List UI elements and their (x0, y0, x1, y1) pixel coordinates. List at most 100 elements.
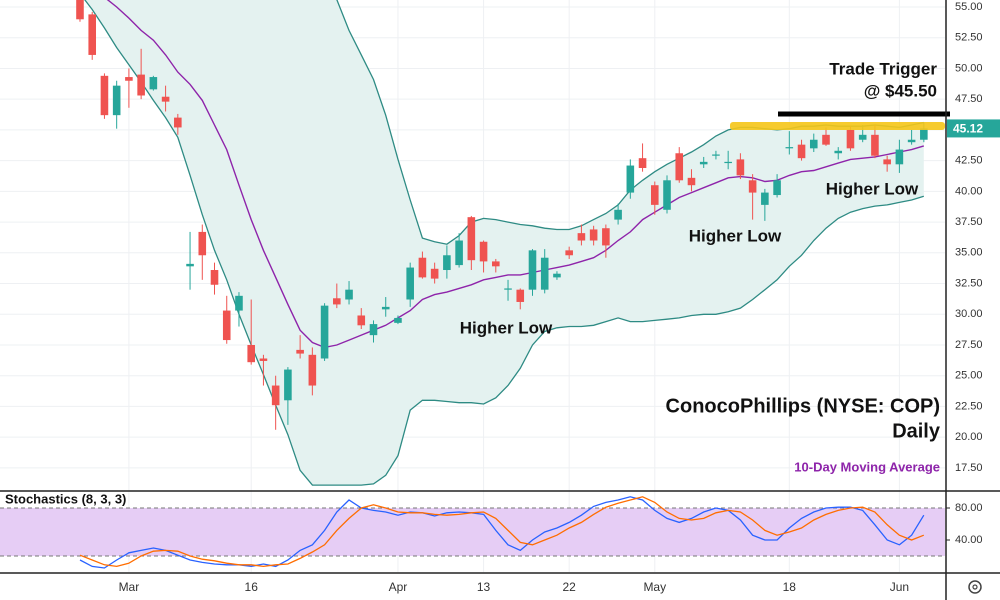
candle-body (809, 139, 818, 149)
candle-body (112, 85, 121, 116)
candle-body (430, 268, 439, 279)
candle-body (284, 369, 292, 401)
candle-body (271, 385, 280, 406)
x-tick-label: Mar (119, 580, 140, 594)
last-price-label: 45.12 (953, 122, 983, 136)
candle-body (895, 149, 904, 165)
y-tick-label: 50.00 (955, 62, 983, 74)
x-tick-label: 22 (562, 580, 576, 594)
chart-title: ConocoPhillips (NYSE: COP) (666, 395, 940, 417)
band-lower (84, 0, 924, 486)
candle-body (553, 273, 561, 278)
y-tick-label: 40.00 (955, 185, 983, 197)
settings-icon[interactable] (968, 580, 982, 594)
candle-body (797, 144, 806, 159)
candle-body (907, 139, 916, 143)
candle-body (577, 233, 586, 241)
candle-body (186, 263, 194, 267)
stochastics-panel (0, 496, 945, 569)
candle-body (920, 128, 928, 140)
candle-body (883, 159, 891, 165)
candle-body (259, 358, 268, 361)
chart-subtitle: Daily (892, 420, 941, 442)
candle-body (418, 257, 427, 278)
annotation: Higher Low (460, 318, 553, 337)
candle-body (76, 0, 84, 20)
y-tick-label: 37.50 (955, 216, 983, 228)
stoch-line (79, 496, 925, 568)
y-tick-label: 42.50 (955, 155, 983, 167)
y-tick-label: 17.50 (955, 462, 983, 474)
candle-body (235, 295, 243, 311)
band-area (84, 0, 924, 486)
candle-body (455, 240, 463, 266)
candle-body (443, 255, 451, 271)
candle-body (516, 289, 525, 302)
candle-body (357, 315, 366, 326)
candle-body (785, 147, 794, 149)
y-tick-label: 40.00 (955, 534, 983, 546)
x-tick-label: 18 (783, 580, 797, 594)
y-tick-label: 35.00 (955, 247, 983, 259)
candle-body (333, 298, 341, 305)
candle-body (687, 177, 696, 186)
candle-body (773, 180, 781, 196)
candle-body (125, 77, 133, 81)
candle-body (736, 159, 745, 176)
y-tick-label: 30.00 (955, 308, 983, 320)
y-tick-label: 32.50 (955, 277, 983, 289)
candle-body (822, 134, 830, 145)
x-tick-label: 13 (477, 580, 491, 594)
candle-body (406, 267, 414, 300)
y-tick-label: 27.50 (955, 339, 983, 351)
candle-body (699, 161, 708, 165)
candle-body (540, 257, 549, 290)
candle-body (320, 305, 329, 359)
candle-body (761, 192, 769, 205)
candle-body (88, 14, 97, 55)
x-tick-label: Apr (389, 580, 408, 594)
candle-body (161, 96, 170, 102)
candle-body (638, 158, 647, 169)
y-tick-label: 52.50 (955, 32, 983, 44)
candle-body (663, 180, 671, 210)
candle-body (504, 288, 512, 290)
candle-body (602, 228, 610, 246)
candle-body (467, 217, 476, 261)
candle-body (210, 270, 219, 285)
last-price-tag (947, 119, 1000, 138)
stoch-band (0, 508, 945, 556)
candle-body (614, 209, 622, 220)
annotation: Higher Low (689, 226, 782, 245)
axis-layer: Mar 16 Apr 13 22 May 18 Jun 17.50 20.00 22.50 25.00… (119, 1, 1000, 594)
x-tick-label: Jun (890, 580, 909, 594)
price-panel (76, 0, 928, 486)
legend-entry: 10-Day Moving Average (794, 459, 940, 474)
candle-body (174, 117, 182, 128)
candle-body (479, 241, 488, 262)
candle-body (589, 229, 598, 241)
annotation: Higher Low (826, 179, 919, 198)
candle-body (675, 153, 684, 181)
candle-body (137, 74, 145, 96)
candle-body (712, 154, 720, 156)
candle-body (369, 324, 378, 336)
y-tick-label: 47.50 (955, 93, 983, 105)
candle-body (345, 289, 353, 300)
candle-body (565, 250, 573, 256)
candle-body (528, 250, 537, 290)
candle-body (626, 165, 635, 193)
candle-body (650, 185, 659, 205)
candle-body (858, 134, 867, 140)
candle-body (100, 75, 109, 116)
annotation: Trade Trigger (829, 59, 937, 78)
annotation: @ $45.50 (864, 81, 937, 100)
candle-body (247, 344, 255, 363)
candle-body (198, 231, 207, 256)
candle-body (149, 77, 158, 90)
candle-body (748, 180, 757, 193)
candle-body (846, 129, 855, 149)
candle-body (381, 306, 390, 310)
y-tick-label: 80.00 (955, 502, 983, 514)
